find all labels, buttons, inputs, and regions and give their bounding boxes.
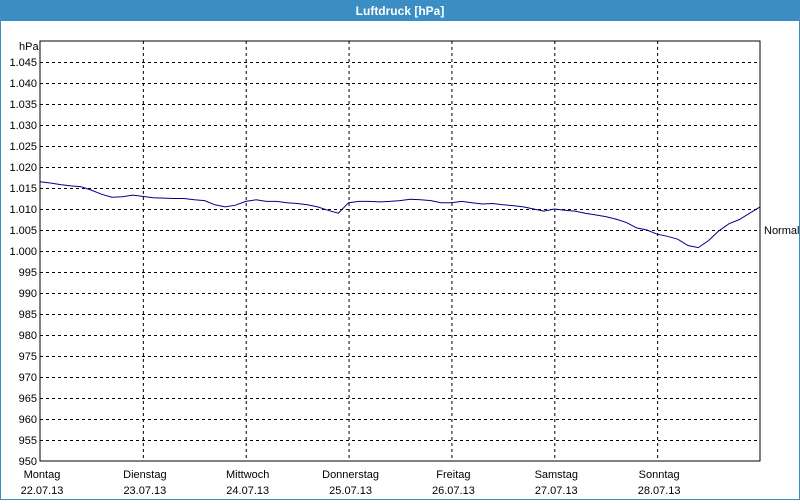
y-tick-label: 1.005: [9, 225, 37, 237]
y-tick-label: 970: [19, 372, 37, 384]
y-tick-label: 965: [19, 393, 37, 405]
x-tick-day-label: Dienstag: [123, 469, 166, 481]
x-tick-date-label: 23.07.13: [123, 485, 166, 497]
x-tick-date-label: 25.07.13: [329, 485, 372, 497]
y-tick-label: 950: [19, 456, 37, 468]
y-tick-label: 1.010: [9, 204, 37, 216]
y-tick-label: 995: [19, 267, 37, 279]
y-tick-label: 1.030: [9, 120, 37, 132]
x-tick-date-label: 24.07.13: [226, 485, 269, 497]
y-tick-label: 1.025: [9, 141, 37, 153]
y-tick-label: 1.045: [9, 57, 37, 69]
x-tick-day-label: Mittwoch: [226, 469, 269, 481]
y-tick-label: 1.000: [9, 246, 37, 258]
y-tick-label: 1.035: [9, 99, 37, 111]
x-tick-day-label: Sonntag: [639, 469, 680, 481]
x-tick-day-label: Freitag: [436, 469, 470, 481]
y-tick-label: 955: [19, 435, 37, 447]
y-tick-label: 975: [19, 351, 37, 363]
x-tick-day-label: Samstag: [535, 469, 578, 481]
y-tick-label: 985: [19, 309, 37, 321]
pressure-series-line: [39, 181, 761, 249]
x-tick-day-label: Montag: [24, 469, 61, 481]
plot-area: 950 955 960 965 970 975 980 985 990 995 1.000 1.005…: [1, 22, 799, 499]
y-tick-label: 980: [19, 330, 37, 342]
x-axis: Montag 22.07.13 Dienstag 23.07.13 Mittwoch 24…: [21, 469, 681, 497]
x-tick-day-label: Donnerstag: [322, 469, 379, 481]
y-tick-label: 1.015: [9, 183, 37, 195]
y-axis: 950 955 960 965 970 975 980 985 990 995 1.000 1.005…: [9, 57, 37, 468]
y-tick-label: 1.040: [9, 78, 37, 90]
window-title: Luftdruck [hPa]: [1, 1, 799, 21]
y-tick-label: 1.020: [9, 162, 37, 174]
y-unit-label: hPa: [19, 41, 39, 53]
pressure-chart: 950 955 960 965 970 975 980 985 990 995 1.000 1.005…: [9, 40, 799, 497]
y-tick-label: 960: [19, 414, 37, 426]
x-tick-date-label: 28.07.13: [638, 485, 681, 497]
grid-lines: [40, 41, 760, 461]
normal-reference-label: Normal: [764, 225, 799, 237]
x-tick-date-label: 26.07.13: [432, 485, 475, 497]
x-tick-date-label: 27.07.13: [535, 485, 578, 497]
x-tick-date-label: 22.07.13: [21, 485, 64, 497]
y-tick-label: 990: [19, 288, 37, 300]
